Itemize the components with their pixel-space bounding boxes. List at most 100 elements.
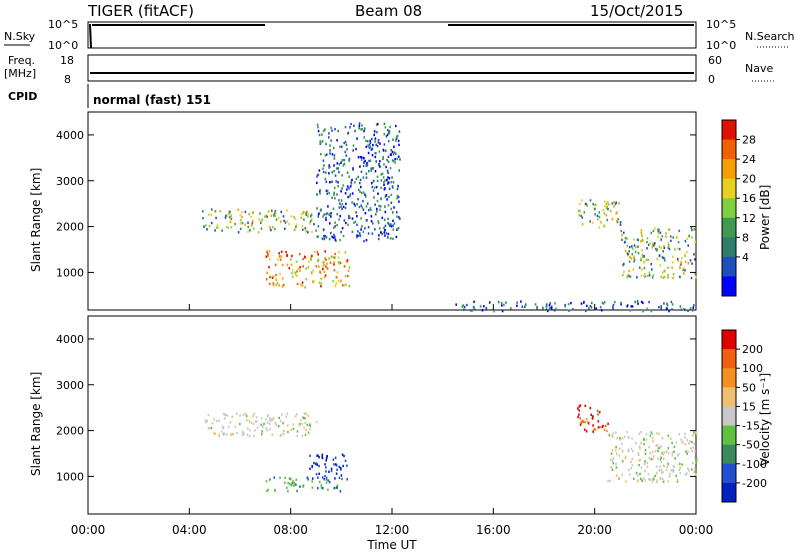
power-echo-cell <box>371 147 374 150</box>
velocity-echo-cell <box>676 478 679 482</box>
velocity-echo-cell <box>672 464 675 468</box>
power-echo-cell <box>368 143 371 146</box>
velocity-echo-cell <box>643 438 645 442</box>
power-echo-cell <box>658 245 661 248</box>
velocity-echo-cell <box>597 426 600 429</box>
velocity-echo-cell <box>644 469 646 473</box>
velocity-echo-cell <box>325 478 328 481</box>
power-echo-cell <box>369 159 372 162</box>
power-echo-cell <box>271 209 273 212</box>
power-echo-cell <box>322 167 324 170</box>
power-echo-cell <box>361 206 364 209</box>
power-echo-cell <box>345 221 347 225</box>
power-echo-cell <box>258 218 260 221</box>
power-echo-cell <box>395 139 397 142</box>
velocity-echo-cell <box>679 466 681 469</box>
power-echo-cell <box>396 136 398 139</box>
nsky-tick-top: 10^5 <box>48 18 78 31</box>
power-echo-cell <box>334 284 337 287</box>
power-echo-cell <box>316 175 318 178</box>
velocity-echo-cell <box>644 460 646 463</box>
power-y-tick-label: 4000 <box>56 129 84 142</box>
power-colorbar-swatch <box>722 198 736 219</box>
power-echo-cell <box>636 299 639 303</box>
power-echo-cell <box>272 214 275 217</box>
power-echo-cell <box>622 263 624 267</box>
power-echo-cell <box>392 237 394 240</box>
velocity-echo-cell <box>320 483 323 487</box>
power-echo-cell <box>380 231 382 234</box>
power-echo-cell <box>219 210 221 213</box>
power-echo-cell <box>217 226 219 229</box>
velocity-echo-cell <box>346 478 348 481</box>
power-echo-cell <box>337 261 340 264</box>
velocity-echo-cell <box>304 433 307 437</box>
power-echo-cell <box>550 307 553 310</box>
power-echo-cell <box>317 215 320 218</box>
power-colorbar-swatch <box>722 276 736 297</box>
power-echo-cell <box>660 238 662 241</box>
date-label: 15/Oct/2015 <box>590 2 683 20</box>
power-echo-cell <box>269 276 271 279</box>
power-echo-cell <box>632 247 634 250</box>
velocity-echo-cell <box>602 424 604 428</box>
power-echo-cell <box>310 257 312 261</box>
power-echo-cell <box>641 253 644 257</box>
power-echo-cell <box>334 225 336 228</box>
power-echo-cell <box>283 219 285 223</box>
power-echo-cell <box>380 186 382 190</box>
power-echo-cell <box>379 165 381 168</box>
power-echo-cell <box>568 309 570 312</box>
velocity-echo-cell <box>694 467 696 470</box>
power-echo-cell <box>346 259 349 262</box>
power-echo-cell <box>641 268 643 271</box>
power-echo-cell <box>316 250 319 254</box>
power-echo-cell <box>302 257 304 261</box>
power-echo-cell <box>310 213 313 216</box>
power-echo-cell <box>620 301 622 305</box>
power-echo-cell <box>591 301 593 305</box>
velocity-echo-cell <box>266 415 269 418</box>
power-echo-cell <box>368 146 371 149</box>
power-echo-cell <box>367 144 369 147</box>
power-echo-cell <box>313 280 315 283</box>
power-echo-cell <box>385 194 387 197</box>
velocity-echo-cell <box>665 468 668 471</box>
power-echo-cell <box>271 276 274 279</box>
power-echo-cell <box>667 276 669 279</box>
power-echo-cell <box>224 216 227 219</box>
power-echo-cell <box>687 262 690 265</box>
power-echo-cell <box>277 258 279 261</box>
velocity-echo-cell <box>640 430 642 434</box>
velocity-echo-cell <box>220 430 223 433</box>
power-echo-cell <box>630 305 633 308</box>
power-echo-cell <box>307 215 309 218</box>
power-echo-cell <box>337 167 339 170</box>
nave-tick-top: 60 <box>708 54 722 67</box>
power-echo-cell <box>331 235 333 239</box>
power-echo-cell <box>370 182 373 185</box>
velocity-echo-cell <box>292 479 294 483</box>
power-echo-cell <box>358 205 361 209</box>
power-echo-cell <box>260 221 262 224</box>
power-echo-cell <box>638 266 641 269</box>
power-echo-cell <box>332 279 334 283</box>
power-echo-cell <box>239 227 242 231</box>
power-echo-cell <box>333 146 335 150</box>
power-echo-cell <box>319 192 321 195</box>
power-echo-cell <box>284 221 287 224</box>
power-echo-cell <box>338 262 341 265</box>
power-echo-cell <box>283 283 285 287</box>
power-echo-cell <box>322 267 324 271</box>
velocity-echo-cell <box>275 424 278 427</box>
velocity-echo-cell <box>603 428 606 431</box>
power-echo-cell <box>366 161 368 165</box>
velocity-echo-cell <box>577 415 579 419</box>
power-echo-cell <box>641 249 643 252</box>
velocity-echo-cell <box>292 484 295 487</box>
velocity-colorbar-swatch <box>722 463 736 484</box>
power-echo-cell <box>309 222 311 225</box>
power-echo-cell <box>364 127 366 130</box>
power-echo-cell <box>493 310 495 313</box>
